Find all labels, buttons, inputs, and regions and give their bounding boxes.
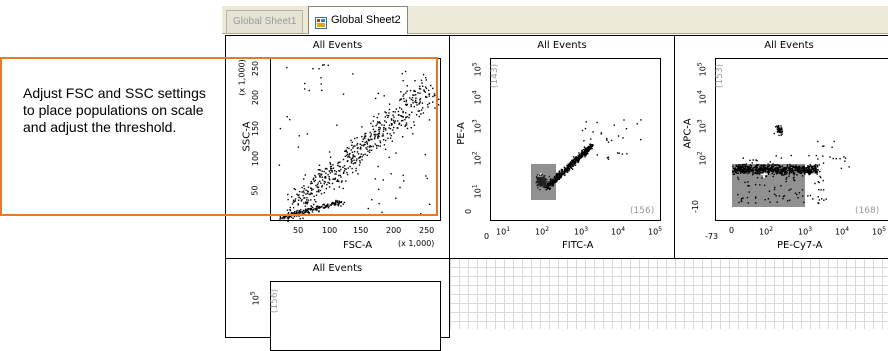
x-tick: 102 <box>535 226 550 237</box>
worksheet-icon <box>315 13 327 30</box>
x-tick: 250 <box>419 226 435 235</box>
x-zero: 0 <box>484 232 490 241</box>
y-axis-label: PE-A <box>455 122 467 145</box>
callout-frame <box>0 57 438 216</box>
plot-title: All Events <box>537 40 587 51</box>
x-tick: 200 <box>386 226 402 235</box>
tab-label: Global Sheet1 <box>233 16 297 27</box>
x-axis-label: PE-Cy7-A <box>777 240 823 251</box>
y-tick: 103 <box>696 119 708 134</box>
y-tick: 105 <box>696 62 708 77</box>
x-tick: 103 <box>574 226 589 237</box>
x-tick: -73 <box>705 232 719 241</box>
y-tick: 105 <box>471 62 483 77</box>
y-tick: 104 <box>696 90 708 105</box>
x-tick: 105 <box>872 226 887 237</box>
y-axis-label: APC-A <box>682 118 694 149</box>
x-axis-label: FITC-A <box>562 240 594 251</box>
x-tick: 100 <box>322 226 338 235</box>
event-dots <box>278 64 440 222</box>
x-tick: 150 <box>353 226 369 235</box>
tab-global-sheet2[interactable]: Global Sheet2 <box>308 6 408 34</box>
scatter-plot-area[interactable] <box>270 58 441 222</box>
y-tick: 105 <box>249 291 261 306</box>
event-count: (156) <box>270 288 281 314</box>
plot-title: All Events <box>312 263 363 274</box>
plot-title: All Events <box>764 40 814 51</box>
plot-panel-bottom[interactable]: All Events (156) 105 <box>225 258 450 351</box>
x-tick: 103 <box>798 226 813 237</box>
x-tick: 0 <box>729 226 735 235</box>
event-count: (143) <box>490 63 501 89</box>
x-tick: 104 <box>611 226 626 237</box>
plot-title: All Events <box>312 40 363 51</box>
scatter-plot-area[interactable]: (156) <box>270 281 441 351</box>
event-dots <box>732 125 850 205</box>
y-tick: 103 <box>471 119 483 134</box>
x-tick: 104 <box>835 226 850 237</box>
event-count: (168) <box>855 206 880 216</box>
event-dots <box>535 119 642 191</box>
y-tick: -10 <box>691 199 701 214</box>
x-tick: 105 <box>648 226 663 237</box>
plot-panel-fsc-ssc[interactable]: All Events 50 100 150 200 250 (x 1,000) … <box>225 35 450 259</box>
tab-global-sheet1[interactable]: Global Sheet1 <box>226 10 304 33</box>
x-axis-label: FSC-A <box>343 240 373 251</box>
scatter-plot-area[interactable]: + (153) (168) <box>715 58 888 221</box>
x-tick: 50 <box>293 226 304 235</box>
event-count: (156) <box>630 206 655 216</box>
y-zero: 0 <box>464 208 474 215</box>
x-tick: 102 <box>759 226 774 237</box>
y-tick: 102 <box>471 151 483 166</box>
callout-text: Adjust FSC and SSC settings to place pop… <box>23 85 206 135</box>
sheet-tab-bar: Global Sheet1 Global Sheet2 <box>222 6 888 34</box>
y-tick: 102 <box>696 151 708 166</box>
x-scale-note: (x 1,000) <box>398 239 435 248</box>
y-tick: 101 <box>471 184 483 199</box>
y-tick: 104 <box>471 90 483 105</box>
scatter-plot-area[interactable]: + (143) (156) <box>490 58 661 221</box>
plot-panel-pecy7-apc[interactable]: All Events + (153) (168) -73 0 102 103 1… <box>674 35 888 259</box>
x-tick: 101 <box>496 226 511 237</box>
gate-center-marker[interactable]: + <box>760 166 769 182</box>
plot-panel-fitc-pe[interactable]: All Events + (143) (156) 0 101 102 103 1… <box>449 35 675 259</box>
event-count: (153) <box>715 63 726 89</box>
tab-label: Global Sheet2 <box>331 14 401 26</box>
